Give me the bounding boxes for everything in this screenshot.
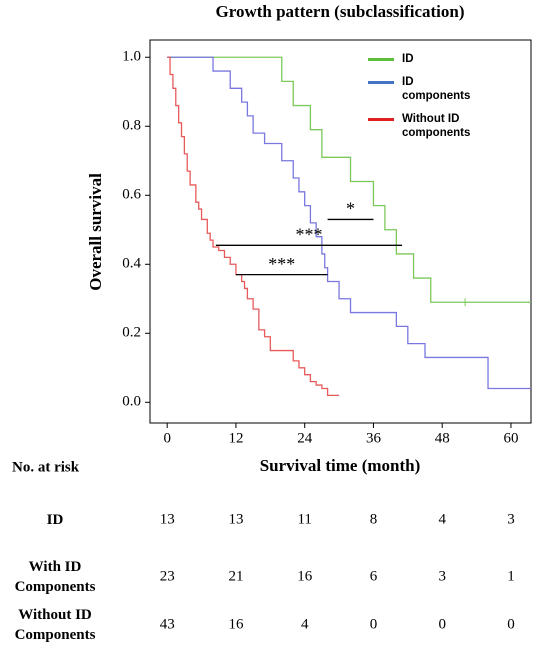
risk-value: 0 xyxy=(507,616,515,632)
y-axis-label: Overall survival xyxy=(86,173,105,291)
legend-label: ID xyxy=(402,53,414,65)
risk-value: 3 xyxy=(507,511,515,527)
legend-item: ID xyxy=(368,52,482,66)
legend-label: Without ID components xyxy=(402,113,471,139)
survival-curve xyxy=(167,56,531,303)
legend-swatch xyxy=(368,118,394,121)
survival-curve xyxy=(167,56,531,390)
y-tick-label: 1.0 xyxy=(122,49,141,65)
risk-value: 16 xyxy=(228,616,244,632)
risk-value: 6 xyxy=(370,568,378,584)
risk-value: 43 xyxy=(160,616,175,632)
risk-row-label: Without ID Components xyxy=(14,607,96,643)
x-tick-label: 0 xyxy=(163,430,171,446)
x-tick-label: 36 xyxy=(366,430,382,446)
risk-value: 16 xyxy=(297,568,313,584)
legend-item: Without ID components xyxy=(368,112,482,140)
risk-value: 13 xyxy=(228,511,243,527)
risk-table-title: No. at risk xyxy=(12,459,80,475)
y-tick-label: 0.8 xyxy=(122,118,141,134)
legend: ID ID components Without ID components xyxy=(368,52,482,149)
risk-value: 0 xyxy=(438,616,446,632)
significance-label: * xyxy=(346,199,355,219)
x-axis-label: Survival time (month) xyxy=(260,456,421,475)
legend-label: ID components xyxy=(402,76,471,102)
y-tick-label: 0.6 xyxy=(122,187,141,203)
legend-item: ID components xyxy=(368,75,482,103)
x-tick-label: 60 xyxy=(503,430,518,446)
risk-value: 4 xyxy=(301,616,309,632)
y-tick-label: 0.0 xyxy=(122,394,141,410)
legend-swatch xyxy=(368,81,394,84)
y-tick-label: 0.4 xyxy=(122,256,141,272)
risk-row-label: ID xyxy=(46,512,64,528)
survival-curve xyxy=(167,56,340,397)
risk-value: 23 xyxy=(160,568,175,584)
risk-value: 1 xyxy=(507,568,515,584)
risk-value: 13 xyxy=(160,511,175,527)
risk-value: 8 xyxy=(370,511,378,527)
y-tick-label: 0.2 xyxy=(122,325,141,341)
legend-swatch xyxy=(368,58,394,61)
x-tick-label: 24 xyxy=(297,430,313,446)
x-tick-label: 48 xyxy=(435,430,450,446)
significance-label: *** xyxy=(268,254,295,274)
risk-value: 21 xyxy=(228,568,243,584)
significance-label: *** xyxy=(295,224,322,244)
plot-frame xyxy=(149,39,532,424)
x-tick-label: 12 xyxy=(228,430,243,446)
risk-value: 11 xyxy=(297,511,311,527)
risk-value: 0 xyxy=(370,616,378,632)
risk-value: 3 xyxy=(438,568,446,584)
risk-value: 4 xyxy=(438,511,446,527)
chart-title: Growth pattern (subclassification) xyxy=(215,2,464,21)
risk-row-label: With ID Components xyxy=(14,559,96,595)
